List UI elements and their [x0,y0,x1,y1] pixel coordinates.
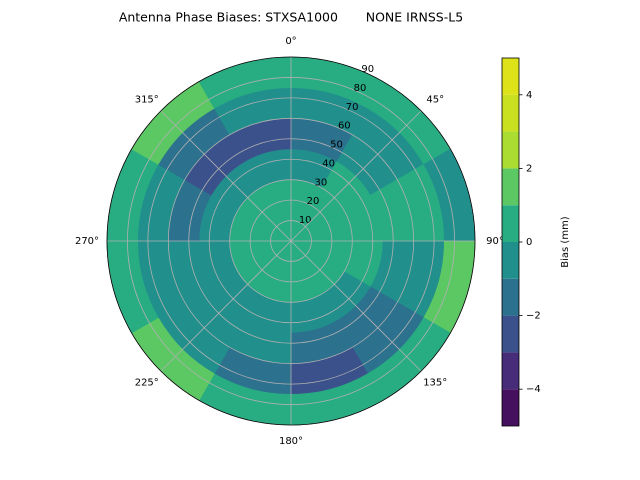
theta-tick-label: 315° [135,95,159,106]
polar-frame [106,56,476,426]
theta-tick-label: 270° [75,236,99,247]
colorbar-band [502,94,519,132]
colorbar-tick-label: 0 [526,237,532,248]
r-tick-label: 20 [307,196,320,207]
colorbar-tick-label: 4 [526,90,532,101]
colorbar-band [502,242,519,279]
theta-tick-label: 0° [285,36,296,47]
chart-title: Antenna Phase Biases: STXSA1000 NONE IRN… [119,10,463,25]
colorbar-band [502,131,519,169]
theta-tick-label: 225° [135,377,159,388]
theta-tick-label: 90° [486,236,504,247]
colorbar-tick-label: 2 [526,163,532,174]
colorbar-label: Bias (mm) [560,216,571,268]
r-tick-label: 50 [330,140,343,151]
colorbar-tick-label: −2 [526,311,541,322]
r-tick-label: 30 [314,177,327,188]
colorbar-band [502,58,519,95]
theta-tick-label: 135° [423,377,447,388]
grid-spoke [290,110,422,242]
r-tick-label: 90 [361,64,374,75]
colorbar-band [502,168,519,206]
colorbar-band [502,205,519,242]
grid-spoke [290,240,422,372]
colorbar-band [502,278,519,316]
r-tick-label: 70 [346,102,359,113]
r-tick-label: 60 [338,121,351,132]
colorbar-band [502,315,519,353]
r-tick-label: 10 [299,215,312,226]
colorbar-tick-label: −4 [526,384,541,395]
r-tick-label: 80 [354,83,367,94]
colorbar-band [502,389,519,426]
theta-tick-label: 180° [279,436,303,447]
theta-tick-label: 45° [426,95,444,106]
r-tick-label: 40 [322,158,335,169]
colorbar-band [502,352,519,390]
grid-spoke [160,240,292,372]
grid-spoke [160,110,292,242]
